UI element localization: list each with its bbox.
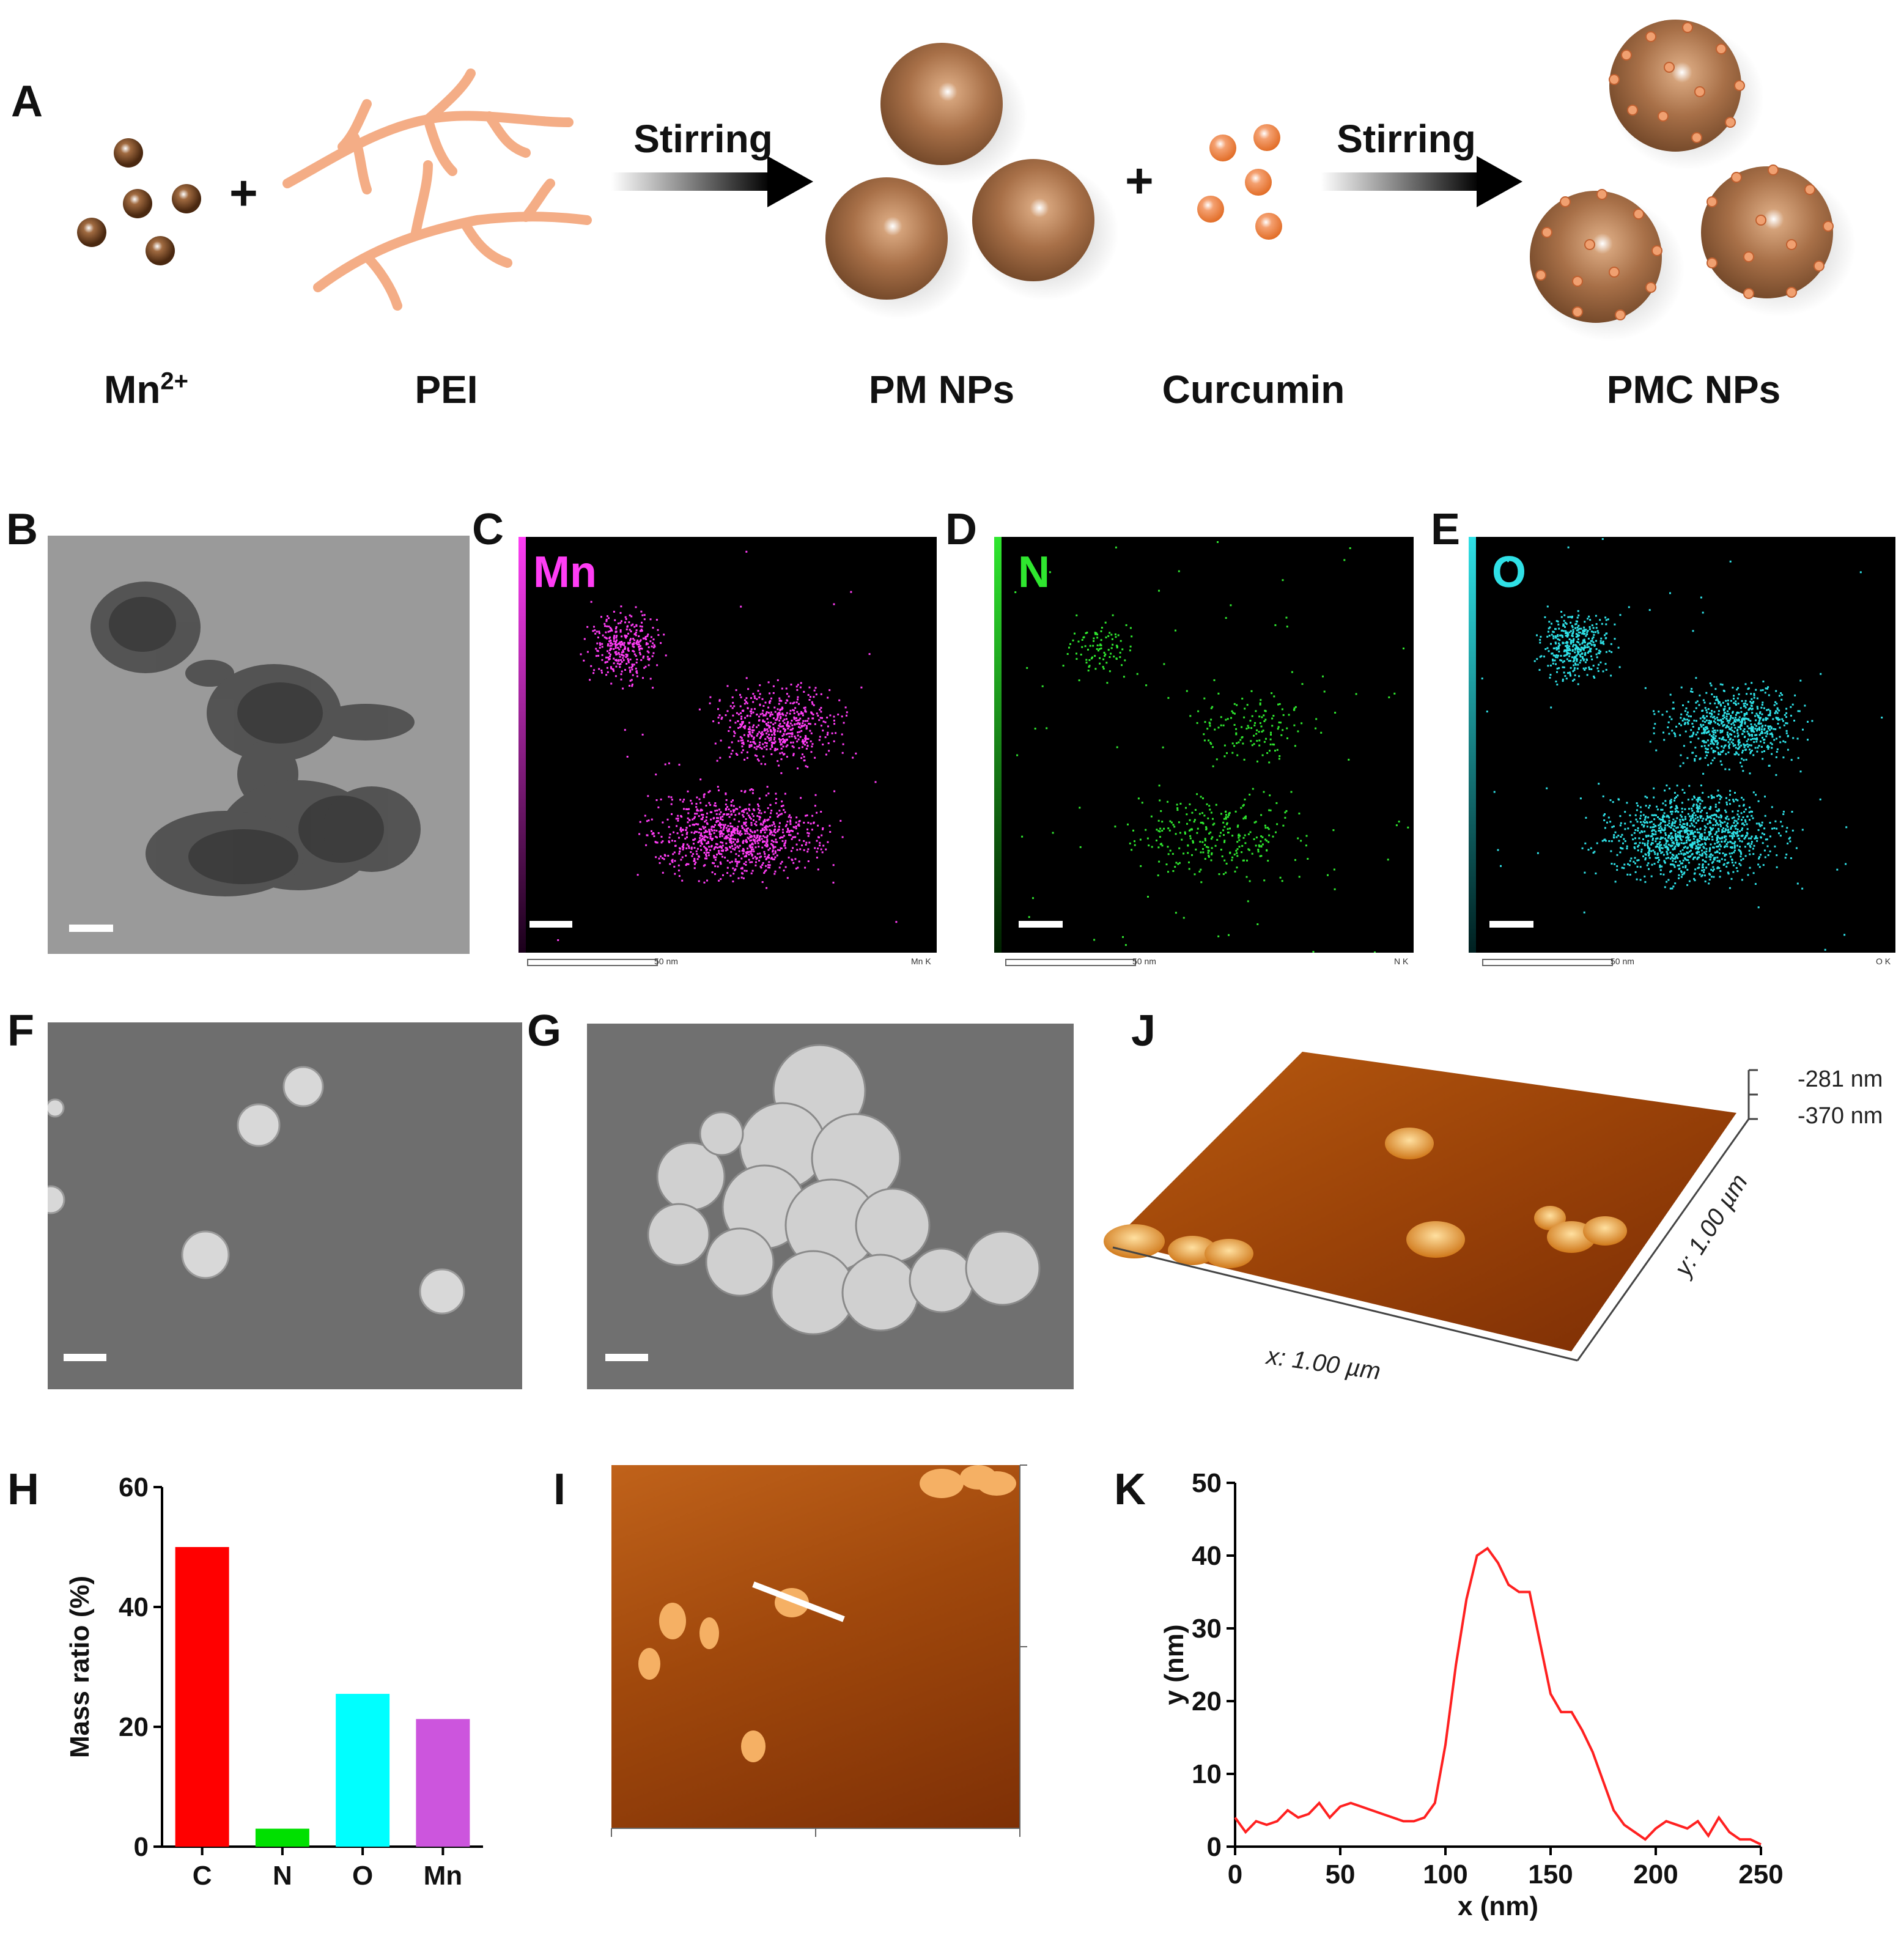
tem-image	[48, 536, 470, 954]
panel-label-d: D	[945, 505, 977, 554]
curcumin-label: Curcumin	[1162, 367, 1345, 412]
eds-label-o: O	[1492, 548, 1527, 597]
mn-ion-charge: 2+	[160, 367, 189, 395]
panel-label-g: G	[527, 1006, 562, 1055]
eds-dots	[1014, 541, 1409, 953]
mn-ions-icon	[77, 138, 201, 265]
scale-bar-text: 50 nm	[1611, 956, 1634, 966]
eds-label-mn: Mn	[533, 548, 597, 597]
panel-label-i: I	[553, 1465, 566, 1514]
x-tick-label: Mn	[424, 1861, 463, 1891]
x-tick-label: 250	[1738, 1860, 1783, 1889]
panel-label-a: A	[11, 77, 43, 126]
y-tick-label: 40	[1192, 1541, 1222, 1571]
map-corner-text: Mn K	[911, 956, 931, 966]
afm-3d-surface: x: 1.00 µm y: 1.00 µm	[1104, 1052, 1758, 1385]
pm-nps-label: PM NPs	[868, 367, 1015, 412]
scale-bar-text: 50 nm	[654, 956, 678, 966]
x-tick-label: N	[273, 1861, 292, 1891]
mn-ion-label: Mn2+	[104, 367, 188, 412]
panel-label-k: K	[1114, 1465, 1146, 1514]
panel-label-c: C	[472, 505, 504, 554]
x-tick-label: 200	[1633, 1860, 1678, 1889]
y-tick-label: 40	[119, 1592, 149, 1622]
afm-2d-image	[611, 1465, 1020, 1828]
x-tick-label: 100	[1423, 1860, 1467, 1889]
y-axis-title: Mass ratio (%)	[65, 1576, 95, 1758]
bar-o	[336, 1694, 390, 1847]
height-profile-line-chart: 0 10 20 30 40 50 0 50 100 150 200 250 x (nm) y (nm)	[1159, 1468, 1784, 1921]
mass-ratio-bar-chart: 0 20 40 60 C N O Mn Mass ratio (%)	[65, 1472, 483, 1891]
stirring-label: Stirring	[633, 117, 773, 161]
synthesis-scheme	[77, 20, 1856, 341]
scale-bar	[1005, 959, 1136, 966]
pei-polymer-icon	[282, 68, 592, 311]
x-tick-label: 0	[1228, 1860, 1242, 1889]
pei-label: PEI	[415, 367, 478, 412]
pmc-nps-label: PMC NPs	[1606, 367, 1781, 412]
scale-bar	[1482, 959, 1613, 966]
y-tick-label: 60	[119, 1472, 149, 1502]
afm-x-label: x: 1.00 µm	[1264, 1342, 1382, 1385]
map-corner-text: N K	[1394, 956, 1409, 966]
x-tick-label: O	[352, 1861, 373, 1891]
sem-image-aggregate	[587, 1024, 1074, 1389]
afm-z-max: -281 nm	[1798, 1066, 1883, 1092]
eds-label-n: N	[1018, 548, 1050, 597]
eds-map-o	[1469, 537, 1895, 953]
panel-label-b: B	[6, 505, 38, 554]
pm-nanoparticles-icon	[825, 43, 1119, 319]
panel-label-j: J	[1131, 1006, 1156, 1055]
scale-bar	[527, 959, 658, 966]
eds-map-mn	[518, 537, 937, 953]
x-tick-label: 150	[1528, 1860, 1573, 1889]
scale-bar-text: 50 nm	[1132, 956, 1156, 966]
x-tick-label: 50	[1326, 1860, 1356, 1889]
y-tick-label: 10	[1192, 1759, 1222, 1789]
y-tick-label: 20	[1192, 1686, 1222, 1716]
panel-label-h: H	[7, 1465, 39, 1514]
x-tick-label: C	[193, 1861, 212, 1891]
eds-dots	[557, 550, 898, 941]
y-tick-label: 20	[119, 1712, 149, 1742]
sem-image-dispersed	[48, 1022, 522, 1389]
map-corner-text: O K	[1876, 956, 1891, 966]
y-tick-label: 0	[134, 1832, 149, 1862]
bar-n	[255, 1828, 309, 1847]
stirring-label: Stirring	[1337, 117, 1476, 161]
x-axis-title: x (nm)	[1458, 1891, 1538, 1921]
eds-map-n	[994, 537, 1414, 953]
y-tick-label: 30	[1192, 1614, 1222, 1644]
plus-sign: +	[229, 166, 258, 220]
afm-z-min: -370 nm	[1798, 1103, 1883, 1129]
mn-ion-text: Mn	[104, 367, 161, 412]
curcumin-molecules-icon	[1197, 124, 1282, 240]
pmc-nanoparticles-icon	[1530, 20, 1856, 341]
afm-2d-frame	[611, 1464, 1027, 1837]
plus-sign: +	[1125, 153, 1154, 208]
panel-label-e: E	[1431, 505, 1461, 554]
bar-mn	[416, 1719, 470, 1847]
bar-c	[175, 1547, 229, 1847]
eds-dots	[1481, 538, 1883, 951]
y-axis-title: y (nm)	[1159, 1625, 1189, 1705]
y-tick-label: 0	[1207, 1832, 1222, 1862]
panel-label-f: F	[7, 1006, 34, 1055]
height-profile-series	[1234, 1546, 1762, 1846]
y-tick-label: 50	[1192, 1468, 1222, 1498]
